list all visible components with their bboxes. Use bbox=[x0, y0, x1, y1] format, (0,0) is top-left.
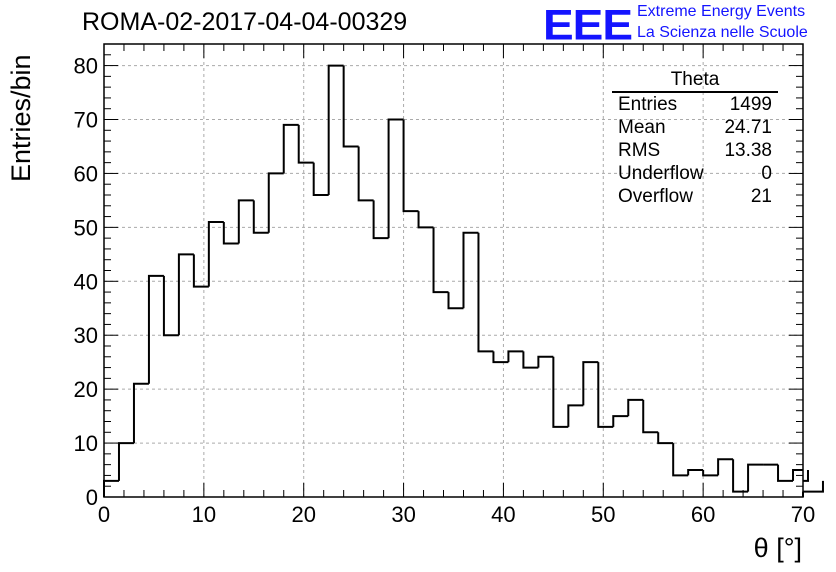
histogram-bin bbox=[357, 146, 374, 202]
logo-subtitle-2: La Scienza nelle Scuole bbox=[637, 24, 808, 41]
histogram-bin bbox=[687, 469, 704, 476]
x-tick-label: 30 bbox=[391, 502, 415, 527]
histogram-bin bbox=[327, 64, 344, 195]
stats-row-entries: Entries 1499 bbox=[610, 93, 778, 116]
stats-row-mean: Mean 24.71 bbox=[610, 116, 778, 139]
y-tick-label: 80 bbox=[74, 54, 98, 79]
stats-row-underflow: Underflow 0 bbox=[610, 162, 778, 185]
stats-box: Theta Entries 1499 Mean 24.71 RMS 13.38 … bbox=[610, 69, 778, 208]
histogram-bin bbox=[612, 415, 629, 427]
histogram-bin bbox=[792, 469, 803, 481]
histogram-bin bbox=[522, 351, 539, 369]
histogram-bin bbox=[582, 361, 599, 406]
histogram-bin bbox=[237, 199, 254, 244]
y-tick-label: 40 bbox=[74, 269, 98, 294]
y-tick-label: 70 bbox=[74, 108, 98, 133]
histogram-bin bbox=[267, 172, 284, 233]
histogram-bin bbox=[147, 274, 164, 384]
histogram-bin bbox=[417, 211, 434, 229]
histogram-bin bbox=[177, 253, 194, 336]
y-tick-label: 20 bbox=[74, 377, 98, 402]
stats-value: 13.38 bbox=[724, 140, 772, 161]
histogram-bin bbox=[252, 200, 269, 234]
x-tick-label: 0 bbox=[98, 502, 110, 527]
stats-label: Mean bbox=[618, 117, 666, 138]
histogram-bin bbox=[777, 464, 794, 482]
stats-value: 24.71 bbox=[724, 117, 772, 138]
x-tick-label: 10 bbox=[192, 502, 216, 527]
histogram-bin bbox=[222, 221, 239, 245]
stats-label: Entries bbox=[618, 94, 678, 115]
x-tick-label: 40 bbox=[491, 502, 515, 527]
histogram-bin bbox=[372, 200, 389, 240]
histogram-bin bbox=[803, 470, 809, 482]
histogram-bin bbox=[552, 356, 569, 428]
histogram-bin bbox=[477, 232, 494, 353]
histogram-bin bbox=[597, 362, 614, 428]
stats-label: RMS bbox=[618, 140, 661, 161]
histogram-bin bbox=[747, 463, 764, 492]
histogram-bin bbox=[657, 432, 674, 445]
histogram-bin bbox=[732, 459, 749, 493]
stats-value: 0 bbox=[761, 163, 772, 184]
histogram-bin bbox=[162, 275, 179, 337]
x-axis-label: θ [°] bbox=[753, 533, 802, 563]
histogram-bin bbox=[627, 398, 644, 417]
x-tick-label: 60 bbox=[691, 502, 715, 527]
histogram-bin bbox=[207, 220, 224, 287]
histogram-bin bbox=[447, 292, 464, 310]
x-tick-label: 50 bbox=[591, 502, 615, 527]
y-tick-label: 30 bbox=[74, 323, 98, 348]
y-tick-label: 10 bbox=[74, 431, 98, 456]
histogram-bin bbox=[312, 162, 329, 196]
histogram-bin bbox=[192, 254, 209, 288]
histogram-bin bbox=[462, 231, 479, 309]
histogram-bin bbox=[642, 399, 659, 434]
histogram-bin bbox=[507, 350, 524, 363]
stats-title: Theta bbox=[612, 69, 778, 93]
histogram-bin bbox=[117, 442, 134, 481]
stats-value: 1499 bbox=[729, 94, 772, 115]
histogram-bin bbox=[387, 118, 404, 239]
histogram-bin bbox=[803, 480, 824, 493]
stats-value: 21 bbox=[750, 186, 772, 207]
histogram-bin bbox=[342, 65, 359, 148]
chart-title: ROMA-02-2017-04-04-00329 bbox=[82, 8, 408, 36]
logo-subtitle-1: Extreme Energy Events bbox=[637, 3, 806, 20]
y-tick-label: 60 bbox=[74, 161, 98, 186]
histogram-bin bbox=[402, 119, 419, 213]
x-tick-label: 70 bbox=[791, 502, 815, 527]
histogram-bin bbox=[702, 470, 719, 477]
histogram-bin bbox=[282, 123, 299, 174]
stats-row-overflow: Overflow 21 bbox=[610, 185, 778, 208]
histogram-bin bbox=[297, 124, 314, 164]
stats-label: Overflow bbox=[618, 186, 693, 207]
stats-label: Underflow bbox=[618, 163, 704, 184]
histogram-bin bbox=[432, 227, 449, 294]
histogram-bin bbox=[132, 382, 149, 444]
y-tick-label: 0 bbox=[86, 485, 98, 510]
histogram-bin bbox=[717, 458, 734, 476]
x-tick-label: 20 bbox=[291, 502, 315, 527]
y-tick-label: 50 bbox=[74, 215, 98, 240]
y-axis-label: Entries/bin bbox=[6, 54, 36, 182]
histogram-bin bbox=[672, 443, 689, 477]
histogram-bin bbox=[103, 479, 119, 497]
histogram-bin bbox=[567, 404, 584, 427]
histogram-bin bbox=[492, 351, 509, 364]
histogram-bin bbox=[537, 355, 554, 368]
eee-logo: EEE bbox=[543, 0, 633, 49]
stats-row-rms: RMS 13.38 bbox=[610, 139, 778, 162]
